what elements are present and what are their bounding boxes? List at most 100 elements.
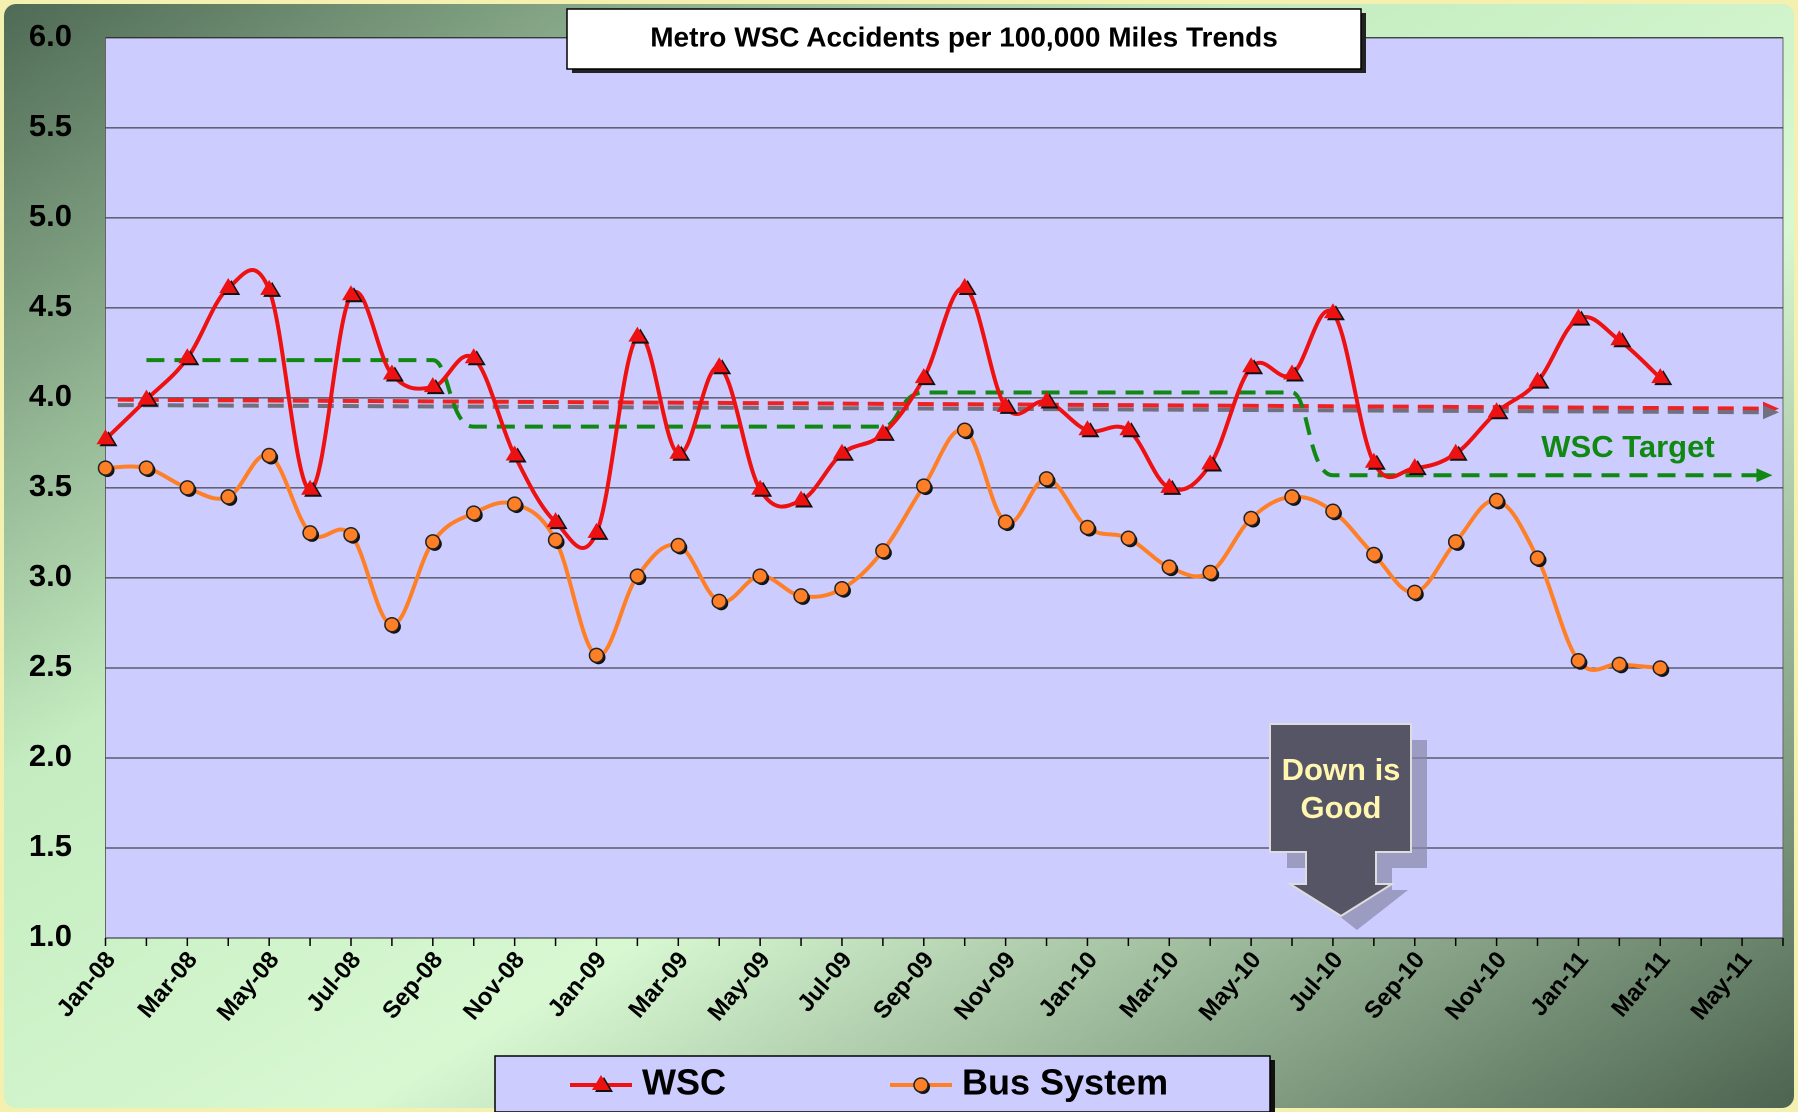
legend-label: WSC (642, 1062, 726, 1103)
marker (343, 526, 359, 543)
callout-arrow (1269, 723, 1412, 918)
marker (1487, 402, 1506, 418)
marker (997, 514, 1014, 530)
y-tick-label: 6.0 (29, 18, 72, 53)
marker (1120, 530, 1137, 547)
marker (1325, 503, 1341, 520)
legend: WSC Bus System (570, 1062, 1168, 1103)
marker (96, 429, 115, 445)
y-tick-label: 1.5 (29, 828, 72, 863)
marker (956, 422, 973, 439)
marker (834, 580, 850, 597)
marker (670, 537, 687, 554)
marker (629, 568, 646, 584)
marker (97, 460, 114, 476)
marker (1569, 308, 1588, 324)
marker (1407, 584, 1423, 601)
marker (546, 512, 565, 528)
marker (914, 368, 933, 384)
marker (1201, 454, 1220, 470)
target-label: WSC Target (1541, 429, 1714, 464)
marker (1160, 477, 1179, 493)
marker (219, 278, 238, 294)
marker (1570, 652, 1587, 669)
marker (792, 490, 811, 506)
marker (384, 616, 400, 633)
callout: Down is Good (1269, 723, 1427, 930)
marker (710, 357, 729, 373)
marker (1038, 471, 1055, 487)
y-tick-label: 5.0 (29, 198, 72, 233)
marker (751, 479, 770, 495)
marker (628, 326, 647, 342)
y-tick-label: 5.5 (29, 108, 72, 143)
marker (137, 389, 156, 405)
marker (711, 593, 727, 610)
marker (261, 447, 277, 464)
marker (1283, 364, 1302, 380)
marker (1405, 458, 1424, 474)
marker (587, 522, 606, 538)
marker (178, 348, 197, 364)
marker (260, 279, 279, 295)
y-tick-label: 2.5 (29, 648, 72, 683)
marker (547, 532, 564, 548)
grid (104, 37, 1784, 946)
marker (1284, 489, 1300, 505)
legend-label: Bus System (962, 1062, 1168, 1103)
marker (875, 543, 891, 559)
marker (669, 443, 688, 459)
y-tick-label: 3.5 (29, 468, 72, 503)
marker (1037, 391, 1056, 407)
marker (179, 480, 196, 496)
marker (1651, 368, 1670, 384)
trend-arrow (1763, 405, 1779, 420)
marker (506, 496, 523, 512)
marker (916, 478, 932, 494)
marker (873, 423, 892, 439)
marker (1079, 519, 1096, 536)
marker (1323, 303, 1342, 319)
marker (220, 489, 236, 505)
series-line (104, 268, 1662, 550)
marker (138, 460, 155, 476)
marker (301, 479, 320, 495)
target-arrow (1756, 468, 1773, 483)
marker (832, 443, 851, 459)
chart-title: Metro WSC Accidents per 100,000 Miles Tr… (650, 21, 1278, 52)
marker (793, 588, 809, 604)
marker (955, 278, 974, 294)
marker (1202, 564, 1218, 581)
marker (1528, 371, 1547, 387)
marker (996, 396, 1015, 412)
title-box (566, 8, 1362, 70)
y-tick-label: 3.0 (29, 558, 72, 593)
callout-text: Down is Good (1282, 752, 1401, 825)
y-tick-label: 4.0 (29, 378, 72, 413)
marker (1652, 660, 1669, 676)
marker (1078, 420, 1097, 436)
target-line (146, 358, 1759, 478)
marker (1611, 656, 1628, 673)
marker (465, 505, 482, 521)
y-tick-label: 4.5 (29, 288, 72, 323)
marker (1529, 550, 1546, 566)
marker (1488, 492, 1505, 509)
marker (1364, 452, 1383, 468)
marker (341, 285, 360, 301)
marker (913, 1077, 929, 1093)
marker (592, 1075, 610, 1090)
marker (464, 348, 483, 364)
marker (302, 525, 318, 541)
marker (382, 364, 401, 380)
marker (423, 377, 442, 393)
marker (1243, 510, 1259, 527)
marker (1242, 357, 1261, 373)
marker (588, 647, 605, 664)
y-tick-label: 2.0 (29, 738, 72, 773)
marker (425, 534, 441, 550)
marker (1161, 559, 1178, 575)
marker (505, 445, 524, 461)
